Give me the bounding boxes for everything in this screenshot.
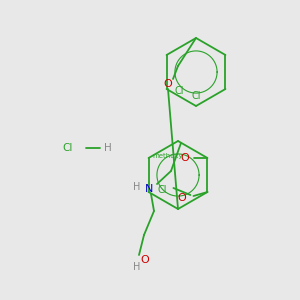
Text: Cl: Cl [158, 185, 167, 195]
Text: O: O [164, 79, 172, 89]
Text: O: O [141, 255, 149, 265]
Text: Cl: Cl [175, 86, 184, 96]
Text: Cl: Cl [63, 143, 73, 153]
Text: H: H [104, 143, 112, 153]
Text: H: H [133, 262, 141, 272]
Text: N: N [145, 184, 153, 194]
Text: O: O [178, 193, 186, 203]
Text: O: O [180, 153, 189, 163]
Text: Cl: Cl [191, 91, 201, 101]
Text: H: H [133, 182, 141, 192]
Text: methoxy: methoxy [152, 153, 183, 159]
